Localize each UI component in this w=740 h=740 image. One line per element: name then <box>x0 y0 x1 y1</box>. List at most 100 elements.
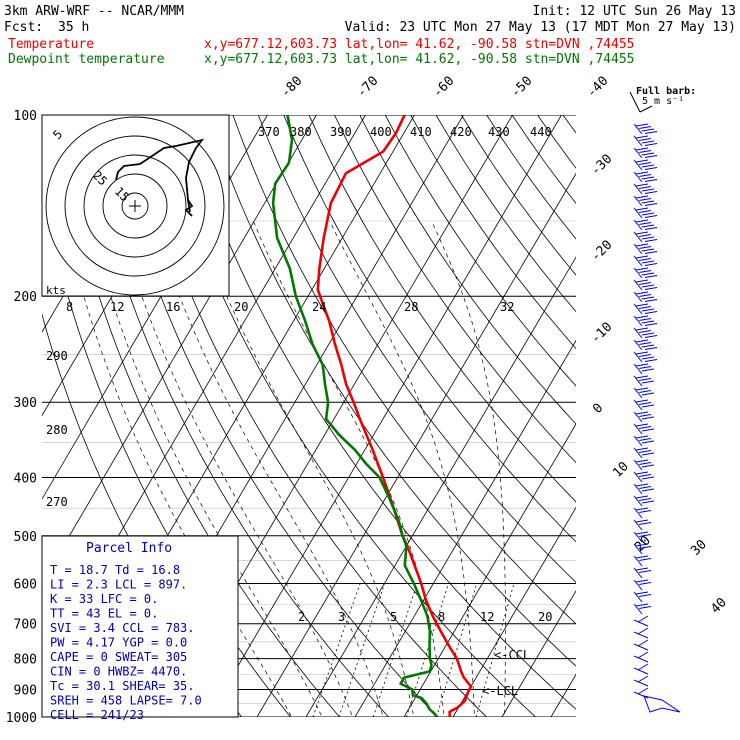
pressure-label-300: 300 <box>14 396 37 411</box>
pressure-label-200: 200 <box>14 290 37 305</box>
wind-barb <box>633 303 658 315</box>
dry-adiabat-400 <box>384 115 576 387</box>
parcel-info-panel <box>41 535 239 718</box>
barb-legend-units: 5 m s⁻¹ <box>642 96 684 107</box>
isotherm-label--60: -60 <box>430 74 457 101</box>
init-time: Init: 12 UTC Sun 26 May 13 <box>533 4 737 19</box>
isotherm-label-10: 10 <box>610 459 632 481</box>
parcel-info-row: SVI = 3.4 CCL = 783. <box>50 621 195 635</box>
forecast-hours: 35 h <box>58 20 89 35</box>
isotherm-label-0: 0 <box>590 401 606 417</box>
isotherm--80 <box>42 115 317 584</box>
wind-barb <box>633 603 652 615</box>
isotherm-label-20: 20 <box>632 533 654 555</box>
mixing-ratio-label-8: 8 <box>438 610 445 624</box>
pressure-label-100: 100 <box>14 109 37 124</box>
wind-barb <box>633 519 652 531</box>
mixing-ratio-label-12: 12 <box>480 610 494 624</box>
wind-barb <box>633 279 658 291</box>
theta-label-420: 420 <box>450 125 472 139</box>
theta-label-410: 410 <box>410 125 432 139</box>
dry-adiabat-420 <box>435 115 576 313</box>
wind-barb <box>633 171 658 183</box>
hodograph-ring-25 <box>83 154 187 258</box>
model-title: 3km ARW-WRF -- NCAR/MMM <box>4 4 184 19</box>
wind-barb-low <box>633 651 649 663</box>
dry-adiabat-350 <box>257 115 576 583</box>
wind-barb <box>633 123 658 135</box>
moist-adiabat-20 <box>252 220 445 717</box>
barb-legend-title: Full barb: <box>636 86 696 97</box>
wind-barb-low <box>633 639 649 651</box>
wind-barb <box>633 315 658 327</box>
wind-barb <box>633 219 658 231</box>
dry-adiabat-410 <box>410 115 576 350</box>
mixing-ratio-label-5: 5 <box>390 610 397 624</box>
mixing-ratio-200-label-32: 32 <box>500 300 514 314</box>
mixing-ratio-200-label-28: 28 <box>404 300 418 314</box>
parcel-info-title: Parcel Info <box>86 541 172 556</box>
parcel-info-row: Tc = 30.1 SHEAR= 35. <box>50 679 195 693</box>
isotherm-20 <box>452 506 576 717</box>
wind-barb <box>633 243 658 255</box>
isotherm-label--80: -80 <box>278 74 305 101</box>
forecast-label: Fcst: <box>4 20 43 35</box>
moist-adiabat-32 <box>431 220 506 717</box>
dry-adiabat-370 <box>308 115 576 503</box>
isotherm--30 <box>207 115 562 717</box>
surface-wind-barb <box>643 695 681 713</box>
dry-adiabat-300 <box>131 115 488 717</box>
wind-barb <box>633 483 655 495</box>
ccl-annotation: <-CCL <box>494 648 530 662</box>
dry-adiabat-360 <box>283 115 576 543</box>
wind-barb <box>633 447 655 459</box>
pressure-label-400: 400 <box>14 471 37 486</box>
wind-barb <box>633 207 658 219</box>
dry-adiabat-280 <box>80 115 390 717</box>
isotherm-label--40: -40 <box>584 74 611 101</box>
wind-barb-low <box>633 615 649 627</box>
mixing-ratio-20 <box>475 583 515 717</box>
isotherm-label--50: -50 <box>508 74 535 101</box>
wind-barb <box>633 195 658 207</box>
wind-barb <box>633 507 652 519</box>
parcel-info-row: T = 18.7 Td = 16.8 <box>50 563 180 577</box>
mixing-ratio-200-label-24: 24 <box>312 300 326 314</box>
wind-barb <box>633 267 658 279</box>
parcel-info-row: CAPE = 0 SWEAT= 305 <box>50 650 187 664</box>
isotherm-label-40: 40 <box>708 595 730 617</box>
isotherm-label-30: 30 <box>688 537 710 559</box>
hodograph-ring-5 <box>121 192 149 220</box>
moist-adiabat-2 <box>117 220 353 717</box>
mixing-ratio-8 <box>406 583 449 717</box>
wind-barb <box>633 495 655 507</box>
pressure-label-800: 800 <box>14 653 37 668</box>
hodograph-trace-tail <box>184 199 194 217</box>
pressure-label-1000: 1000 <box>6 711 37 726</box>
theta-label-370: 370 <box>258 125 280 139</box>
wind-barb-low <box>633 663 649 675</box>
dry-adiabat-460 <box>537 115 576 169</box>
parcel-info-row: CIN = 0 HWBZ= 4470. <box>50 665 187 679</box>
wind-barb <box>633 471 655 483</box>
theta-label-390: 390 <box>330 125 352 139</box>
wind-barb <box>633 255 658 267</box>
isotherm-label--20: -20 <box>588 238 615 265</box>
wind-barb-low <box>633 687 649 699</box>
wind-barb <box>633 435 655 447</box>
moist-adiabat-8 <box>152 220 384 717</box>
wind-barb <box>633 459 655 471</box>
pressure-label-700: 700 <box>14 618 37 633</box>
dry-adiabat-440 <box>486 115 576 240</box>
pressure-label-900: 900 <box>14 683 37 698</box>
mixing-ratio-label-20: 20 <box>538 610 552 624</box>
mixing-ratio-200-label-12: 12 <box>110 300 124 314</box>
parcel-info-row: SREH = 458 LAPSE= 7.0 <box>50 694 202 708</box>
wind-barb <box>633 363 655 375</box>
wind-barb <box>633 591 652 603</box>
moist-adiabat-26 <box>329 220 475 717</box>
dewpoint-legend: Dewpoint temperature <box>8 52 165 67</box>
hodograph-kts-label: kts <box>46 284 66 297</box>
barb-legend-tick <box>639 105 653 113</box>
mixing-ratio-200-label-16: 16 <box>166 300 180 314</box>
